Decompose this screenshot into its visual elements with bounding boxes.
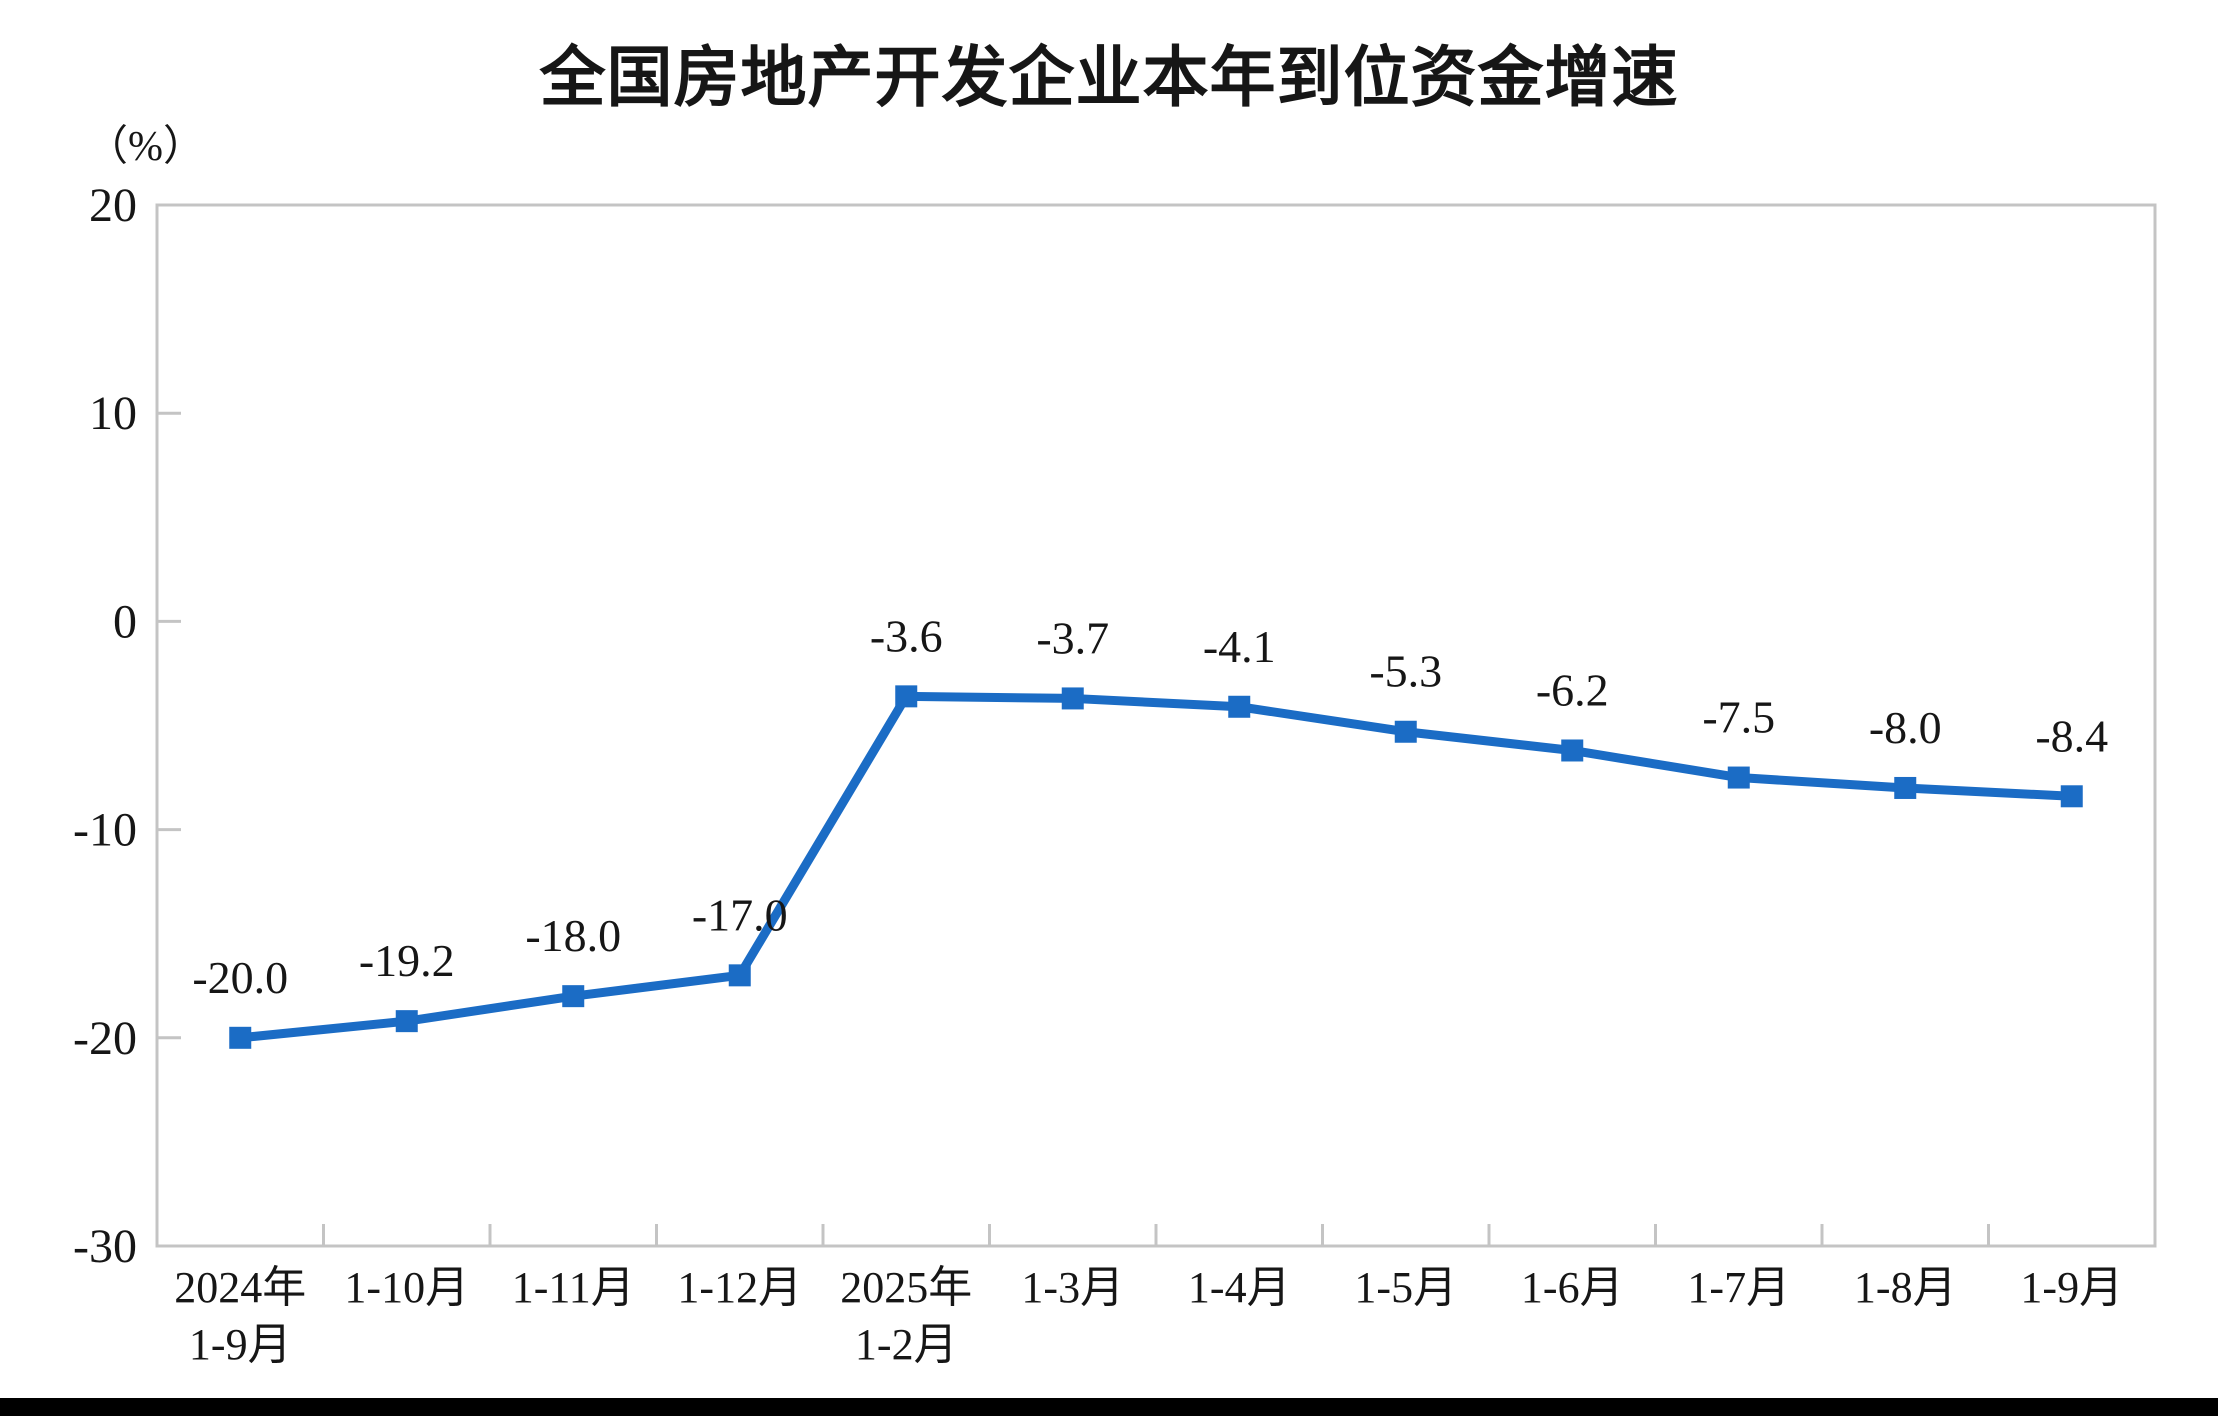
y-axis-tick-label: 20 [89,179,137,232]
y-axis-tick-label: -10 [73,804,137,857]
data-point-marker [1894,776,1917,799]
x-axis-label: 1-9月 [189,1320,292,1369]
bottom-edge-bar [0,1398,2218,1416]
x-axis-label: 1-10月 [344,1263,469,1312]
data-point-marker [728,964,751,987]
x-axis-label: 1-2月 [855,1320,958,1369]
x-axis-label: 2025年 [840,1263,972,1312]
x-axis-label: 1-6月 [1521,1263,1624,1312]
series-line [235,691,2077,1043]
data-point-marker [229,1026,252,1049]
y-axis-tick-label: -30 [73,1220,137,1273]
x-axis-label: 1-4月 [1188,1263,1291,1312]
y-axis-tick-label: 10 [89,387,137,440]
data-label: -7.5 [1702,692,1775,743]
data-label: -20.0 [192,952,288,1003]
data-point-marker [1727,766,1750,789]
x-axis-label: 2024年 [174,1263,306,1312]
data-point-marker [395,1010,418,1033]
data-label: -5.3 [1369,646,1442,697]
x-axis-label: 1-7月 [1687,1263,1790,1312]
data-point-marker [1228,695,1251,718]
data-point-marker [562,985,585,1008]
x-axis-label: 1-3月 [1021,1263,1124,1312]
y-axis-unit-label: （%） [86,124,205,170]
data-label: -8.4 [2035,710,2108,761]
data-label: -3.7 [1036,612,1109,663]
chart-title: 全国房地产开发企业本年到位资金增速 [539,40,1679,114]
x-axis-label: 1-12月 [677,1263,802,1312]
data-point-marker [1394,720,1417,743]
data-point-marker [2060,785,2083,808]
y-axis-tick-label: 0 [113,595,137,648]
data-label: -17.0 [692,889,788,940]
data-label: -8.0 [1869,702,1942,753]
x-axis-label: 1-5月 [1354,1263,1457,1312]
data-label: -6.2 [1536,664,1609,715]
x-axis-label: 1-11月 [512,1263,635,1312]
plot-border [155,203,2157,1248]
data-label: -18.0 [525,910,621,961]
data-point-marker [1061,687,1084,710]
x-axis-label: 1-9月 [2020,1263,2123,1312]
y-axis-tick-label: -20 [73,1012,137,1065]
data-label: -3.6 [870,610,943,661]
data-point-marker [1561,739,1584,762]
x-axis-label: 1-8月 [1854,1263,1957,1312]
data-label: -4.1 [1203,621,1276,672]
data-label: -19.2 [359,935,455,986]
data-point-marker [895,685,918,708]
